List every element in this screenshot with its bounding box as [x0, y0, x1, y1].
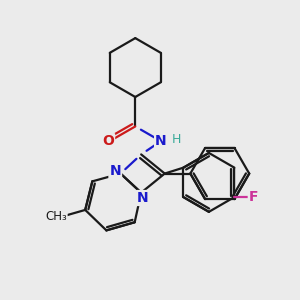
Text: F: F [249, 190, 258, 204]
Text: CH₃: CH₃ [45, 210, 67, 223]
Text: N: N [137, 191, 148, 205]
Text: N: N [155, 134, 167, 148]
Text: N: N [110, 164, 121, 178]
Text: O: O [102, 134, 114, 148]
Text: H: H [172, 133, 181, 146]
